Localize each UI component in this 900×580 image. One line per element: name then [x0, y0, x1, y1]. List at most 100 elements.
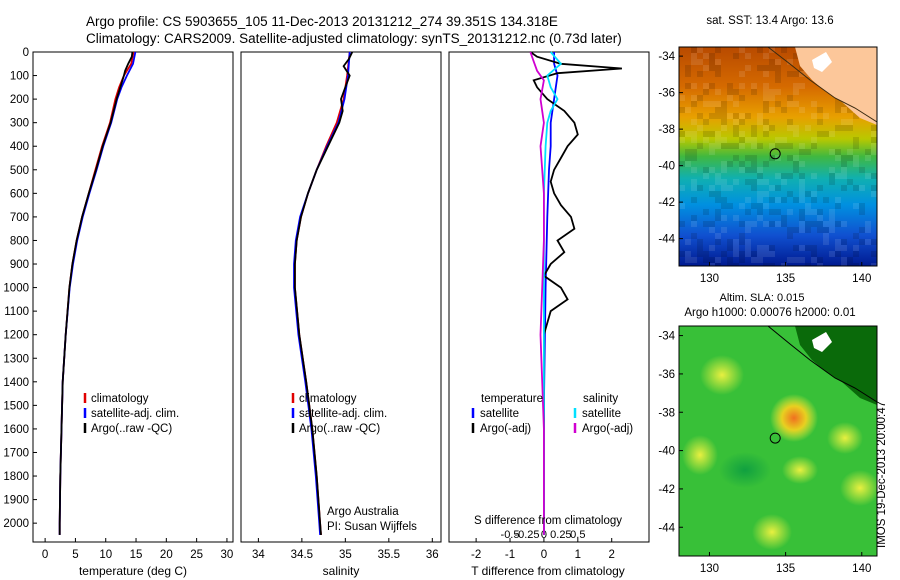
sst-pixel	[811, 245, 817, 251]
sst-pixel	[763, 53, 769, 59]
sst-pixel	[733, 89, 739, 95]
shelf-contour	[767, 326, 877, 403]
sst-pixel	[703, 173, 709, 179]
sst-pixel	[787, 155, 793, 161]
sst-pixel	[805, 227, 811, 233]
sst-pixel	[721, 197, 727, 203]
sst-pixel	[847, 125, 853, 131]
sst-pixel	[829, 209, 835, 215]
sst-pixel	[793, 197, 799, 203]
depth-tick-label: 0	[23, 47, 29, 59]
x-tick-label: 5	[72, 549, 78, 561]
legend-label: climatology	[91, 393, 149, 405]
sst-pixel	[721, 113, 727, 119]
sst-pixel	[739, 221, 745, 227]
sst-pixel	[703, 101, 709, 107]
sst-pixel	[697, 143, 703, 149]
depth-tick-label: 300	[10, 118, 29, 130]
sst-pixel	[709, 221, 715, 227]
sst-pixel	[859, 209, 865, 215]
sst-pixel	[865, 155, 871, 161]
sst-pixel	[829, 215, 835, 221]
sst-pixel	[781, 221, 787, 227]
sst-pixel	[679, 185, 685, 191]
sst-pixel	[823, 239, 829, 245]
sst-pixel	[685, 131, 691, 137]
sst-pixel	[853, 263, 859, 266]
sst-pixel	[727, 83, 733, 89]
sst-pixel	[799, 191, 805, 197]
sst-pixel	[859, 167, 865, 173]
sla-low-anomaly	[719, 452, 771, 488]
depth-tick-label: 1600	[3, 424, 29, 436]
s-difference-x-axis: -0.5-0.25 0 0.250.5	[501, 529, 586, 541]
sst-pixel	[757, 197, 763, 203]
sst-pixel	[715, 71, 721, 77]
x-tick-label: 25	[190, 549, 203, 561]
lat-tick-label: -38	[658, 124, 675, 136]
sst-pixel	[739, 113, 745, 119]
sst-pixel	[799, 197, 805, 203]
sst-pixel	[691, 221, 697, 227]
sst-pixel	[769, 143, 775, 149]
sst-pixel	[793, 83, 799, 89]
sst-pixel	[763, 101, 769, 107]
difference-legend: temperature salinity satellite Argo(-adj) sa…	[471, 393, 633, 435]
lon-tick-label: 130	[700, 273, 719, 285]
sst-pixel	[799, 149, 805, 155]
sst-pixel	[691, 185, 697, 191]
sst-pixel	[751, 155, 757, 161]
sst-pixel	[715, 101, 721, 107]
sst-pixel	[709, 143, 715, 149]
sst-pixel	[775, 197, 781, 203]
sst-pixel	[721, 167, 727, 173]
lat-tick-label: -42	[658, 197, 675, 209]
sst-pixel	[709, 185, 715, 191]
sst-pixel	[787, 95, 793, 101]
sst-pixel	[715, 179, 721, 185]
depth-tick-label: 1300	[3, 353, 29, 365]
sst-pixel	[775, 143, 781, 149]
sla-map-axes: -34 -36 -38 -40 -42 -44 130 135 140	[658, 331, 871, 575]
x-tick-label: 30	[221, 549, 234, 561]
sst-map-frame	[678, 46, 878, 267]
sst-pixel	[835, 203, 841, 209]
sst-map-axes: -34 -36 -38 -40 -42 -44 130 135 140	[658, 51, 871, 285]
sst-pixel	[751, 179, 757, 185]
sst-pixel	[787, 119, 793, 125]
sst-pixel	[727, 185, 733, 191]
sst-pixel	[769, 197, 775, 203]
sst-pixel	[757, 257, 763, 263]
depth-tick-label: 200	[10, 94, 29, 106]
s-diff-tick-label: -0.5	[501, 529, 520, 541]
sst-pixel	[805, 149, 811, 155]
sst-pixel	[829, 167, 835, 173]
sst-pixel	[733, 143, 739, 149]
lat-tick-label: -34	[658, 51, 675, 63]
sst-pixel	[787, 125, 793, 131]
sst-pixel	[841, 101, 847, 107]
sst-pixel	[715, 215, 721, 221]
sst-pixel	[841, 155, 847, 161]
sst-pixel	[817, 263, 823, 266]
sst-pixel	[823, 233, 829, 239]
sst-pixel	[763, 191, 769, 197]
depth-tick-label: 1100	[4, 306, 29, 318]
sst-pixel	[811, 221, 817, 227]
salinity-axes-frame	[240, 51, 442, 543]
series-line-temperature-argo-adj-	[529, 51, 622, 535]
sst-pixel	[721, 203, 727, 209]
sst-pixel	[691, 197, 697, 203]
sst-pixel	[739, 239, 745, 245]
sst-pixel	[763, 131, 769, 137]
x-tick-label: 34.5	[291, 549, 313, 561]
sst-pixel	[769, 89, 775, 95]
sst-pixel	[703, 221, 709, 227]
sst-pixel	[679, 221, 685, 227]
salinity-xlabel: salinity	[323, 564, 360, 578]
sst-pixel	[709, 113, 715, 119]
sst-pixel	[769, 251, 775, 257]
sst-pixel	[727, 113, 733, 119]
sst-pixel	[709, 191, 715, 197]
salinity-panel: 34 34.5 35 35.5 36 climatology satellite-adj.…	[240, 51, 442, 578]
